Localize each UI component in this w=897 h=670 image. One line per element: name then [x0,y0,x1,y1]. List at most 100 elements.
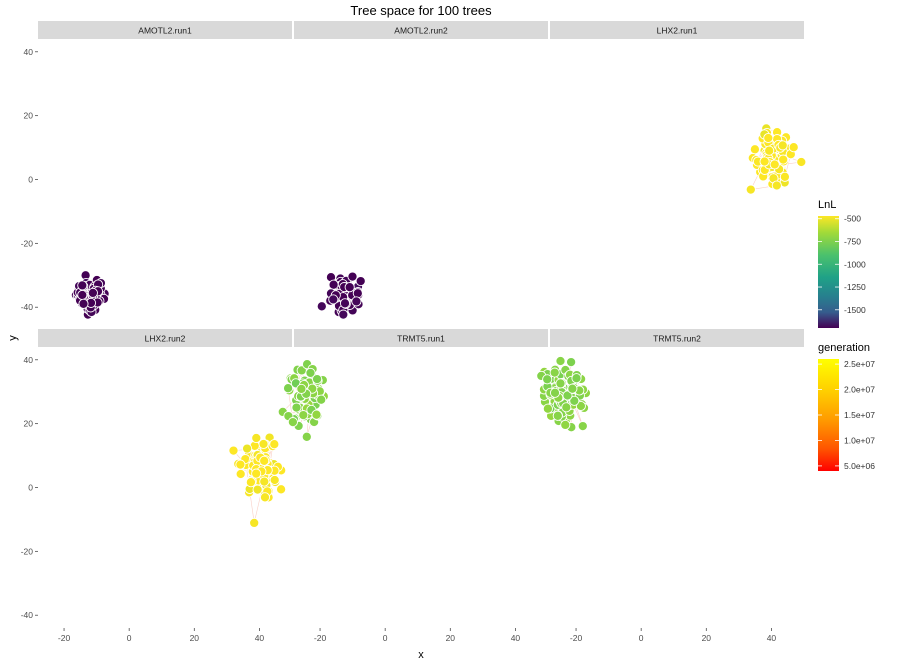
legend-label: -500 [844,214,861,224]
facet-panel: AMOTL2.run2 [294,21,548,320]
legends: LnL -500 -750 -1000 -1250 -1500 generation 2.5e… [818,199,875,471]
data-point [328,294,339,305]
x-tick-label: -20 [314,633,327,643]
data-point [287,417,298,428]
x-axis-title: x [418,649,424,661]
data-point [769,159,780,170]
data-point [283,383,294,394]
y-tick-label: 0 [28,483,33,493]
y-tick-label: 40 [24,355,34,365]
legend-label: 5.0e+06 [844,461,875,471]
legend-label: 1.0e+07 [844,435,875,445]
data-point [796,156,807,168]
legend-label: 2.0e+07 [844,385,875,395]
data-point [567,383,578,394]
plot-title: Tree space for 100 trees [350,3,492,18]
data-point [549,387,561,398]
data-point [328,279,339,290]
y-tick-label: 40 [24,47,34,57]
data-point [259,455,270,466]
data-point [562,390,573,401]
facet-strip-label: LHX2.run2 [145,334,186,344]
data-point [78,298,89,309]
legend-title: generation [818,342,870,354]
data-point [778,154,789,165]
data-point [577,421,588,432]
facet-panel: TRMT5.run2 [536,329,804,433]
data-point [552,410,563,421]
data-point [296,383,307,394]
y-tick-label: -40 [21,302,34,312]
legend-lnl: LnL -500 -750 -1000 -1250 -1500 [818,199,866,328]
x-tick-label: 0 [639,633,644,643]
data-point [77,289,88,301]
facet-panel: TRMT5.run1 [277,329,548,442]
x-axis: -20 0 20 40 -20 0 20 40 -20 0 20 40 [58,628,776,643]
x-tick-label: 20 [190,633,200,643]
x-tick-label: -20 [58,633,71,643]
data-point [316,301,327,312]
data-point [571,373,582,384]
y-tick-label: 0 [28,175,33,185]
data-point [77,280,88,291]
data-point [298,410,309,421]
y-tick-label: -20 [21,238,34,248]
data-point [235,459,246,470]
data-point [269,439,280,450]
data-point [242,443,253,454]
data-point [251,432,262,444]
x-tick-label: 20 [702,633,712,643]
x-tick-label: 40 [511,633,521,643]
facet-panel: LHX2.run1 [550,21,807,195]
data-point [542,374,553,385]
data-point [560,419,571,430]
x-tick-label: 0 [383,633,388,643]
data-point [759,156,770,167]
data-point [316,394,327,405]
facet-panel: LHX2.run2 [38,329,292,528]
data-point [339,298,351,309]
data-point [566,357,577,368]
facet-panel: AMOTL2.run1 [38,21,292,320]
data-point [259,492,271,503]
legend-label: 1.5e+07 [844,410,875,420]
data-point [561,402,572,413]
facet-strip-label: AMOTL2.run1 [138,26,192,36]
data-point [575,400,586,412]
y-tick-label: -40 [21,610,34,620]
legend-label: 2.5e+07 [844,359,875,369]
data-point [351,296,362,307]
data-point [228,445,239,456]
data-point [269,474,280,486]
data-point [749,144,760,155]
facet-strip [38,21,292,39]
x-tick-label: -20 [570,633,583,643]
data-point [301,431,312,442]
data-point [771,180,782,191]
legend-label: -1500 [844,305,866,315]
y-axis: -40 -20 0 20 40 -40 -20 0 20 40 [21,47,38,620]
y-tick-label: 20 [24,111,34,121]
data-point [338,309,349,320]
data-point [745,184,756,195]
facet-panels: AMOTL2.run1 AMOTL2.run2 LHX2.run1 LHX2.run2… [38,21,807,528]
data-point [311,409,322,420]
legend-colorbar [818,359,839,471]
data-point [555,378,566,389]
data-point [779,171,790,182]
legend-label: -1000 [844,259,866,269]
legend-title: LnL [818,199,836,211]
facet-strip [38,329,292,347]
data-point [291,402,302,413]
x-tick-label: 20 [446,633,456,643]
facet-strip [550,329,804,347]
legend-label: -750 [844,236,861,246]
facet-strip [294,329,548,347]
data-point [355,276,366,287]
legend-colorbar [818,216,839,328]
data-point [777,140,788,151]
data-point [549,367,560,378]
data-point [763,132,774,144]
